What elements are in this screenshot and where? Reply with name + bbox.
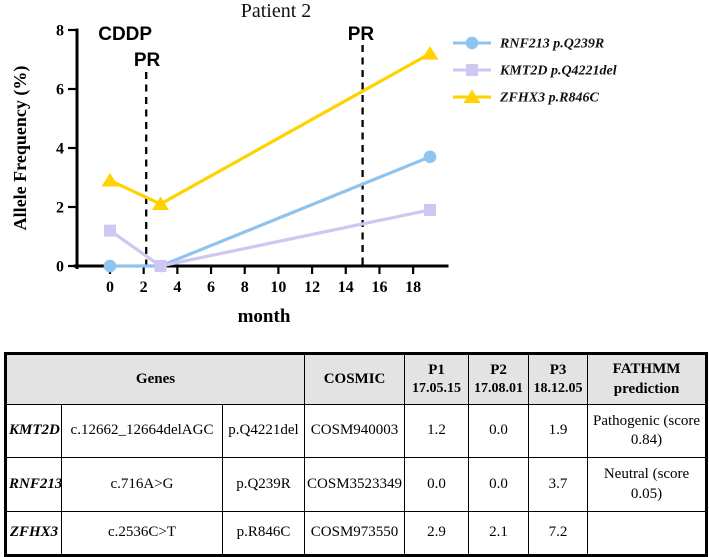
- series-line: [109, 208, 431, 268]
- cosmic-id: COSM3523349: [304, 457, 406, 512]
- header-p3: P3 18.12.05: [528, 353, 589, 405]
- x-tick-label: 16: [371, 279, 387, 296]
- series-line: [109, 52, 431, 206]
- event-label: PR: [134, 50, 161, 71]
- allele-frequency-line-chart: Patient 2 Allele Frequency (%) month 0 2 4 6 8 1…: [10, 0, 617, 327]
- x-tick-label: 8: [241, 279, 249, 296]
- y-tick-label: 4: [56, 141, 64, 158]
- header-p2: P2 17.08.01: [468, 353, 530, 405]
- x-tick-label: 6: [207, 279, 215, 296]
- chart-title: Patient 2: [241, 0, 312, 22]
- protein-change: p.Q239R: [221, 457, 306, 512]
- series-line: [110, 155, 431, 268]
- gene-name: ZFHX3: [5, 511, 62, 556]
- p2-value: 0.0: [468, 457, 530, 512]
- p1-value: 0.0: [404, 457, 470, 512]
- event-label: CDDP: [98, 24, 152, 45]
- header-fathmm: FATHMM prediction: [587, 353, 708, 405]
- data-point-marker: [154, 260, 167, 272]
- legend-marker: [465, 36, 479, 50]
- variant-table: Genes COSMIC P1 17.05.15 P2 17.08.01 P3 …: [4, 352, 709, 557]
- legend-marker: [463, 89, 481, 103]
- y-tick-label: 6: [56, 82, 64, 99]
- gene-name: KMT2D: [5, 404, 62, 458]
- header-p1: P1 17.05.15: [404, 353, 470, 405]
- data-point-marker: [421, 46, 439, 60]
- x-tick-label: 18: [405, 279, 421, 296]
- legend-label: RNF213 p.Q239R: [499, 37, 604, 52]
- event-label: PR: [348, 24, 375, 45]
- protein-change: p.Q4221del: [221, 404, 306, 458]
- protein-change: p.R846C: [221, 511, 306, 556]
- y-tick-label: 0: [56, 259, 64, 276]
- p2-value: 2.1: [468, 511, 530, 556]
- p2-value: 0.0: [468, 404, 530, 458]
- legend-label: ZFHX3 p.R846C: [499, 91, 599, 106]
- cdna-change: c.2536C>T: [61, 511, 223, 556]
- y-tick-label: 2: [56, 200, 64, 217]
- header-p1-date: 17.05.15: [412, 381, 462, 397]
- legend-label: KMT2D p.Q4221del: [499, 64, 617, 79]
- p1-value: 1.2: [404, 404, 470, 458]
- fathmm-prediction: [587, 511, 708, 556]
- data-point-marker: [423, 203, 436, 216]
- x-tick-label: 10: [270, 279, 286, 296]
- p3-value: 3.7: [528, 457, 589, 512]
- x-tick-label: 12: [304, 279, 320, 296]
- data-point-marker: [104, 224, 116, 237]
- header-fathmm-label: FATHMM: [612, 361, 681, 377]
- data-point-marker: [423, 150, 437, 164]
- x-tick-label: 2: [140, 279, 148, 296]
- header-p3-label: P3: [549, 361, 567, 378]
- fathmm-prediction: Neutral (score 0.05): [587, 457, 708, 512]
- data-point-marker: [103, 259, 117, 273]
- header-genes: Genes: [4, 353, 306, 405]
- x-axis-label: month: [238, 306, 291, 327]
- cosmic-id: COSM940003: [304, 404, 406, 458]
- gene-name: RNF213: [5, 457, 62, 512]
- y-axis-label: Allele Frequency (%): [10, 66, 31, 231]
- data-point-marker: [101, 172, 119, 187]
- x-tick-label: 14: [338, 279, 354, 296]
- header-p1-label: P1: [428, 361, 445, 378]
- table-row: KMT2D c.12662_12664delAGC p.Q4221del COS…: [5, 404, 708, 458]
- x-tick-label: 0: [106, 279, 114, 296]
- header-fathmm-sub: prediction: [613, 380, 680, 397]
- cdna-change: c.12662_12664delAGC: [61, 404, 223, 458]
- data-point-marker: [152, 196, 170, 211]
- fathmm-prediction: Pathogenic (score 0.84): [587, 404, 708, 458]
- y-tick-label: 8: [56, 23, 64, 40]
- header-p3-date: 18.12.05: [533, 381, 583, 397]
- header-p2-label: P2: [490, 361, 507, 378]
- header-p2-date: 17.08.01: [474, 381, 524, 397]
- header-cosmic: COSMIC: [304, 353, 406, 405]
- table-row: RNF213 c.716A>G p.Q239R COSM3523349 0.0 …: [5, 457, 708, 512]
- p3-value: 1.9: [528, 404, 589, 458]
- p3-value: 7.2: [528, 511, 589, 556]
- x-tick-label: 4: [173, 279, 181, 296]
- p1-value: 2.9: [404, 511, 470, 556]
- cosmic-id: COSM973550: [304, 511, 406, 556]
- cdna-change: c.716A>G: [61, 457, 223, 512]
- table-row: ZFHX3 c.2536C>T p.R846C COSM973550 2.9 2…: [5, 511, 708, 556]
- legend-marker: [466, 64, 478, 76]
- table-header-row: Genes COSMIC P1 17.05.15 P2 17.08.01 P3 …: [4, 353, 708, 405]
